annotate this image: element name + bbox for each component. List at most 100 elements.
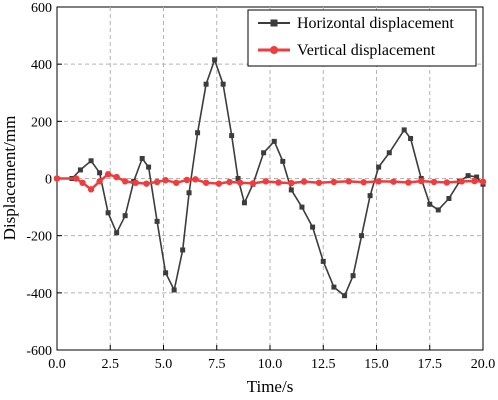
data-point bbox=[220, 81, 226, 87]
data-point bbox=[288, 187, 294, 193]
data-point bbox=[171, 287, 177, 293]
data-point bbox=[345, 178, 353, 185]
data-point bbox=[479, 178, 487, 185]
data-point bbox=[430, 178, 438, 186]
x-tick-label: 2.5 bbox=[102, 357, 120, 372]
data-point bbox=[146, 164, 152, 170]
data-point bbox=[192, 176, 199, 183]
data-point bbox=[465, 173, 471, 179]
data-point bbox=[153, 178, 161, 186]
data-point bbox=[350, 273, 356, 279]
data-point bbox=[183, 176, 191, 184]
data-point bbox=[241, 200, 247, 206]
data-point bbox=[401, 127, 407, 133]
data-point bbox=[121, 178, 129, 185]
x-tick-label: 12.5 bbox=[311, 357, 336, 372]
data-point bbox=[330, 178, 338, 186]
legend-label-vertical: Vertical displacement bbox=[297, 42, 436, 59]
data-point bbox=[132, 179, 140, 186]
data-point bbox=[275, 179, 282, 186]
data-point bbox=[342, 293, 348, 299]
legend: Horizontal displacement Vertical displac… bbox=[247, 9, 477, 67]
legend-label-horizontal: Horizontal displacement bbox=[297, 15, 454, 32]
data-point bbox=[114, 230, 120, 236]
x-tick-label: 17.5 bbox=[418, 357, 443, 372]
data-point bbox=[418, 177, 425, 185]
data-point bbox=[229, 133, 235, 139]
series-layer bbox=[53, 57, 487, 299]
data-point bbox=[163, 270, 169, 276]
ticks: 0.0 2.5 5.0 7.5 10.0 12.5 15.0 17.5 20.0 600 400 20… bbox=[26, 1, 495, 372]
data-point bbox=[195, 130, 201, 136]
data-point bbox=[471, 177, 478, 185]
data-point bbox=[97, 170, 103, 176]
data-point bbox=[53, 175, 61, 182]
x-tick-label: 5.0 bbox=[155, 357, 173, 372]
data-point bbox=[446, 196, 452, 202]
data-point bbox=[300, 178, 308, 185]
data-point bbox=[113, 173, 120, 181]
x-tick-label: 10.0 bbox=[258, 357, 283, 372]
legend-item-vertical: Vertical displacement bbox=[258, 42, 436, 59]
data-point bbox=[202, 179, 210, 186]
data-point bbox=[261, 150, 267, 156]
y-axis-title: Displacement/mm bbox=[0, 116, 19, 241]
data-point bbox=[186, 190, 192, 196]
series-line bbox=[57, 59, 484, 297]
data-point bbox=[203, 81, 209, 87]
data-point bbox=[88, 158, 94, 164]
data-point bbox=[299, 204, 305, 210]
data-point bbox=[405, 179, 412, 186]
data-point bbox=[226, 178, 233, 186]
data-point bbox=[359, 233, 365, 239]
data-point bbox=[320, 258, 326, 264]
data-point bbox=[315, 179, 323, 186]
series-horizontal bbox=[54, 57, 486, 299]
data-point bbox=[458, 178, 465, 185]
data-point bbox=[72, 175, 80, 182]
series-vertical bbox=[53, 171, 487, 193]
x-tick-label: 20.0 bbox=[471, 357, 496, 372]
legend-marker-vertical bbox=[270, 46, 278, 54]
data-point bbox=[154, 218, 160, 224]
legend-marker-horizontal bbox=[270, 19, 278, 27]
data-point bbox=[96, 178, 103, 185]
data-point bbox=[375, 178, 382, 185]
data-point bbox=[77, 167, 83, 173]
data-point bbox=[215, 180, 223, 187]
data-point bbox=[122, 213, 128, 219]
data-point bbox=[104, 171, 112, 178]
data-point bbox=[427, 201, 433, 207]
data-point bbox=[386, 150, 392, 156]
y-tick-label: 0 bbox=[45, 173, 52, 188]
y-tick-label: 400 bbox=[31, 58, 52, 73]
y-tick-label: -400 bbox=[26, 287, 52, 302]
legend-box bbox=[247, 9, 477, 67]
y-tick-label: -600 bbox=[26, 344, 52, 359]
y-tick-label: -200 bbox=[26, 230, 52, 245]
data-point bbox=[79, 179, 86, 186]
data-point bbox=[360, 179, 367, 186]
data-point bbox=[288, 179, 295, 187]
data-point bbox=[443, 179, 450, 186]
data-point bbox=[87, 186, 95, 193]
data-point bbox=[212, 57, 218, 63]
data-point bbox=[408, 135, 414, 141]
x-tick-label: 0.0 bbox=[48, 357, 66, 372]
data-point bbox=[173, 179, 180, 186]
data-point bbox=[367, 193, 373, 199]
y-tick-label: 600 bbox=[31, 1, 52, 16]
data-point bbox=[376, 164, 382, 170]
data-point bbox=[280, 158, 286, 164]
data-point bbox=[310, 224, 316, 230]
data-point bbox=[271, 138, 277, 144]
data-point bbox=[249, 180, 257, 187]
x-tick-label: 7.5 bbox=[208, 357, 226, 372]
x-tick-label: 15.0 bbox=[364, 357, 389, 372]
data-point bbox=[390, 178, 397, 185]
data-point bbox=[331, 284, 337, 290]
data-point bbox=[235, 176, 241, 181]
data-point bbox=[139, 155, 145, 161]
